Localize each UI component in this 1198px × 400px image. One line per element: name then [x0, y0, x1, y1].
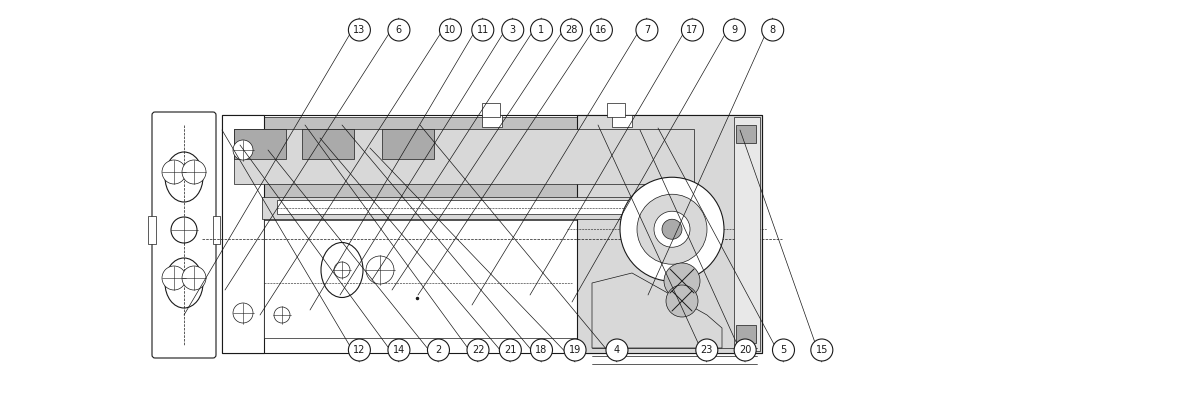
Circle shape — [654, 211, 690, 247]
Text: 2: 2 — [435, 345, 442, 355]
Bar — [482, 103, 500, 117]
Polygon shape — [592, 273, 722, 348]
Circle shape — [162, 266, 186, 290]
Text: 8: 8 — [769, 25, 776, 35]
Bar — [264, 220, 714, 338]
Circle shape — [762, 19, 783, 41]
Text: 7: 7 — [643, 25, 651, 35]
Circle shape — [388, 339, 410, 361]
FancyBboxPatch shape — [152, 112, 216, 358]
Ellipse shape — [321, 242, 363, 298]
Circle shape — [773, 339, 794, 361]
Circle shape — [811, 339, 833, 361]
Text: 20: 20 — [739, 345, 751, 355]
Text: 17: 17 — [686, 25, 698, 35]
Text: 11: 11 — [477, 25, 489, 35]
Text: 5: 5 — [780, 345, 787, 355]
Bar — [482, 115, 502, 127]
Bar — [224, 117, 760, 222]
Circle shape — [734, 339, 756, 361]
Circle shape — [564, 339, 586, 361]
Bar — [222, 115, 264, 353]
Circle shape — [162, 160, 186, 184]
Circle shape — [182, 266, 206, 290]
Circle shape — [682, 19, 703, 41]
Circle shape — [637, 194, 707, 264]
Bar — [736, 325, 756, 343]
Text: 12: 12 — [353, 345, 365, 355]
Bar — [302, 129, 353, 159]
Bar — [277, 200, 697, 214]
Text: 18: 18 — [536, 345, 547, 355]
Circle shape — [591, 19, 612, 41]
Circle shape — [621, 177, 724, 281]
Bar — [234, 129, 694, 184]
Text: 22: 22 — [472, 345, 484, 355]
Text: 1: 1 — [538, 25, 545, 35]
Circle shape — [696, 339, 718, 361]
Circle shape — [232, 303, 253, 323]
Circle shape — [440, 19, 461, 41]
Circle shape — [664, 263, 700, 299]
Ellipse shape — [165, 258, 202, 308]
Text: 9: 9 — [731, 25, 738, 35]
Circle shape — [500, 339, 521, 361]
Bar — [262, 197, 712, 219]
Circle shape — [666, 285, 698, 317]
Text: 28: 28 — [565, 25, 577, 35]
Circle shape — [171, 217, 196, 243]
Bar — [612, 115, 633, 127]
Text: 15: 15 — [816, 345, 828, 355]
Bar — [222, 115, 762, 353]
Circle shape — [467, 339, 489, 361]
Circle shape — [606, 339, 628, 361]
Circle shape — [636, 19, 658, 41]
Circle shape — [428, 339, 449, 361]
Text: 10: 10 — [444, 25, 456, 35]
Circle shape — [388, 19, 410, 41]
Bar — [736, 125, 756, 143]
Text: 23: 23 — [701, 345, 713, 355]
Bar — [382, 129, 434, 159]
Bar — [149, 216, 156, 244]
Circle shape — [232, 140, 253, 160]
Bar — [213, 216, 220, 244]
Circle shape — [472, 19, 494, 41]
Circle shape — [274, 307, 290, 323]
Text: 13: 13 — [353, 25, 365, 35]
Text: 21: 21 — [504, 345, 516, 355]
Bar — [234, 129, 286, 159]
Bar — [577, 115, 762, 353]
Circle shape — [182, 160, 206, 184]
Text: 14: 14 — [393, 345, 405, 355]
Circle shape — [334, 262, 350, 278]
Text: 3: 3 — [509, 25, 516, 35]
Bar — [607, 103, 625, 117]
Circle shape — [724, 19, 745, 41]
Circle shape — [561, 19, 582, 41]
Circle shape — [349, 339, 370, 361]
Ellipse shape — [165, 152, 202, 202]
Text: 4: 4 — [613, 345, 621, 355]
Circle shape — [349, 19, 370, 41]
Ellipse shape — [662, 219, 682, 239]
Circle shape — [502, 19, 524, 41]
Circle shape — [531, 19, 552, 41]
Circle shape — [367, 256, 394, 284]
Text: 16: 16 — [595, 25, 607, 35]
Text: 6: 6 — [395, 25, 403, 35]
Text: 19: 19 — [569, 345, 581, 355]
Circle shape — [531, 339, 552, 361]
Bar — [734, 117, 760, 351]
